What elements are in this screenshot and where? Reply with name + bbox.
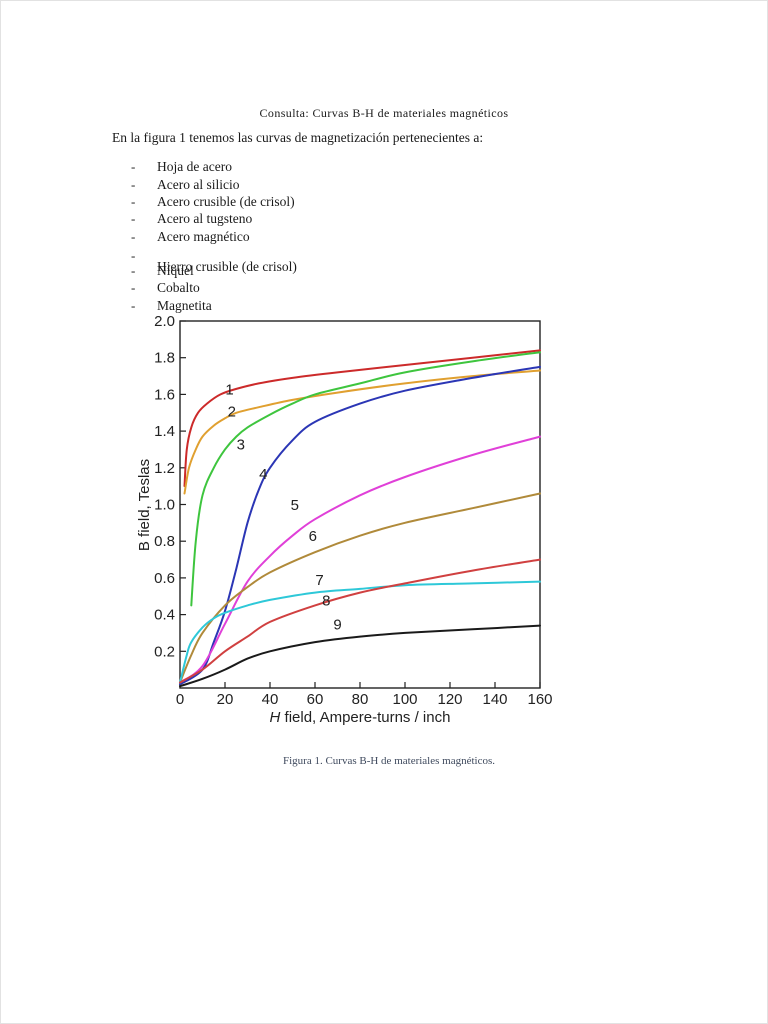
bullet-marker: - bbox=[131, 248, 136, 263]
y-tick-label: 2.0 bbox=[154, 313, 175, 330]
x-tick-label: 0 bbox=[176, 691, 184, 708]
curve-label-6: 6 bbox=[309, 528, 317, 545]
y-tick-label: 1.8 bbox=[154, 350, 175, 367]
curve-3 bbox=[190, 351, 541, 607]
chart-svg: 0.20.40.60.81.01.21.41.61.82.0 0 20 40 60 80… bbox=[136, 313, 553, 725]
curve-7 bbox=[179, 580, 541, 684]
y-tick-label: 1.4 bbox=[154, 423, 175, 440]
list-item: - bbox=[130, 247, 450, 265]
curve-6 bbox=[179, 492, 541, 684]
curve-4 bbox=[179, 365, 541, 686]
list-item-text: Magnetita bbox=[157, 298, 212, 313]
curve-2 bbox=[183, 369, 541, 495]
bullet-marker: - bbox=[131, 229, 136, 244]
x-axis-label-rest: field, Ampere-turns / inch bbox=[280, 709, 450, 725]
curve-9 bbox=[179, 624, 541, 688]
x-axis-label-italic: H bbox=[270, 709, 281, 725]
x-tick-label: 60 bbox=[307, 691, 324, 708]
plot-frame bbox=[179, 320, 541, 689]
list-item-text: Acero al silicio bbox=[157, 177, 240, 192]
figure-caption: Figura 1. Curvas B-H de materiales magné… bbox=[282, 755, 495, 767]
curve-label-8: 8 bbox=[322, 592, 330, 609]
list-item: - Hoja de acero bbox=[130, 158, 450, 176]
bullet-marker: - bbox=[131, 280, 136, 295]
y-tick-label: 1.2 bbox=[154, 460, 175, 477]
y-tick-label: 0.8 bbox=[154, 533, 175, 550]
curve-label-3: 3 bbox=[237, 436, 245, 453]
bullet-marker: - bbox=[131, 263, 136, 278]
list-item: - Acero magnético bbox=[130, 228, 450, 246]
bullet-marker: - bbox=[131, 211, 136, 226]
curve-8 bbox=[179, 558, 541, 684]
list-item: - Acero al silicio bbox=[130, 176, 450, 194]
x-tick-label: 140 bbox=[482, 691, 507, 708]
curve-5 bbox=[179, 435, 541, 684]
x-tick-label: 80 bbox=[352, 691, 369, 708]
curve-labels-group: 1 234 56 7 89 bbox=[225, 381, 341, 633]
y-axis-label: B field, Teslas bbox=[136, 459, 153, 551]
list-item: - Acero crusible (de crisol) bbox=[130, 193, 450, 211]
list-item-text: Hierro crusible (de crisol) bbox=[157, 259, 297, 274]
bullet-marker: - bbox=[131, 194, 136, 209]
bullet-marker: - bbox=[131, 177, 136, 192]
bullet-marker: - bbox=[131, 159, 136, 174]
list-item-text: Acero crusible (de crisol) bbox=[157, 194, 295, 209]
y-axis-ticks: 0.2 0.4 0.6 0.8 1.0 1.2 1.4 1.6 1.8 2.0 bbox=[154, 313, 186, 660]
y-tick-label: 1.0 bbox=[154, 497, 175, 514]
curve-1 bbox=[183, 349, 541, 488]
curve-label-7: 7 bbox=[315, 572, 323, 589]
intro-paragraph: En la figura 1 tenemos las curvas de mag… bbox=[112, 130, 484, 145]
curve-label-4: 4 bbox=[259, 466, 267, 483]
y-tick-label: 0.2 bbox=[154, 643, 175, 660]
curve-label-1: 1 bbox=[225, 381, 233, 398]
curve-label-2: 2 bbox=[228, 403, 236, 420]
bh-curves-chart: 0.2 0.4 0.6 0.8 1.0 1.2 1.4 1.6 1.8 2.0 0 20 40 60 80… bbox=[129, 313, 555, 725]
x-tick-label: 160 bbox=[527, 691, 552, 708]
list-item-text: Acero magnético bbox=[157, 229, 250, 244]
x-axis-label: H field, Ampere-turns / inch bbox=[270, 709, 451, 725]
list-item: - Níquel bbox=[130, 262, 450, 280]
list-item: - Acero al tugsteno bbox=[130, 210, 450, 228]
x-axis-ticks: 0 20 40 60 80 100 120 140 160 bbox=[176, 682, 553, 708]
curve-label-5: 5 bbox=[291, 497, 299, 514]
document-title: Consulta: Curvas B-H de materiales magné… bbox=[259, 106, 509, 120]
y-tick-label: 1.6 bbox=[154, 386, 175, 403]
bullet-marker: - bbox=[131, 298, 136, 313]
x-tick-label: 100 bbox=[392, 691, 417, 708]
y-tick-label: 0.4 bbox=[154, 607, 175, 624]
curve-label-9: 9 bbox=[333, 616, 341, 633]
list-item: - Cobalto bbox=[130, 279, 450, 297]
curves-group bbox=[179, 349, 541, 688]
y-tick-label: 0.6 bbox=[154, 570, 175, 587]
list-item: Hierro crusible (de crisol) bbox=[130, 258, 450, 276]
list-item-text: Níquel bbox=[157, 263, 194, 278]
list-item-text: Acero al tugsteno bbox=[157, 211, 253, 226]
x-tick-label: 40 bbox=[262, 691, 279, 708]
x-tick-label: 20 bbox=[217, 691, 234, 708]
list-item: - Magnetita bbox=[130, 297, 450, 315]
list-item-text: Cobalto bbox=[157, 280, 200, 295]
x-tick-label: 120 bbox=[437, 691, 462, 708]
list-item-text: Hoja de acero bbox=[157, 159, 232, 174]
